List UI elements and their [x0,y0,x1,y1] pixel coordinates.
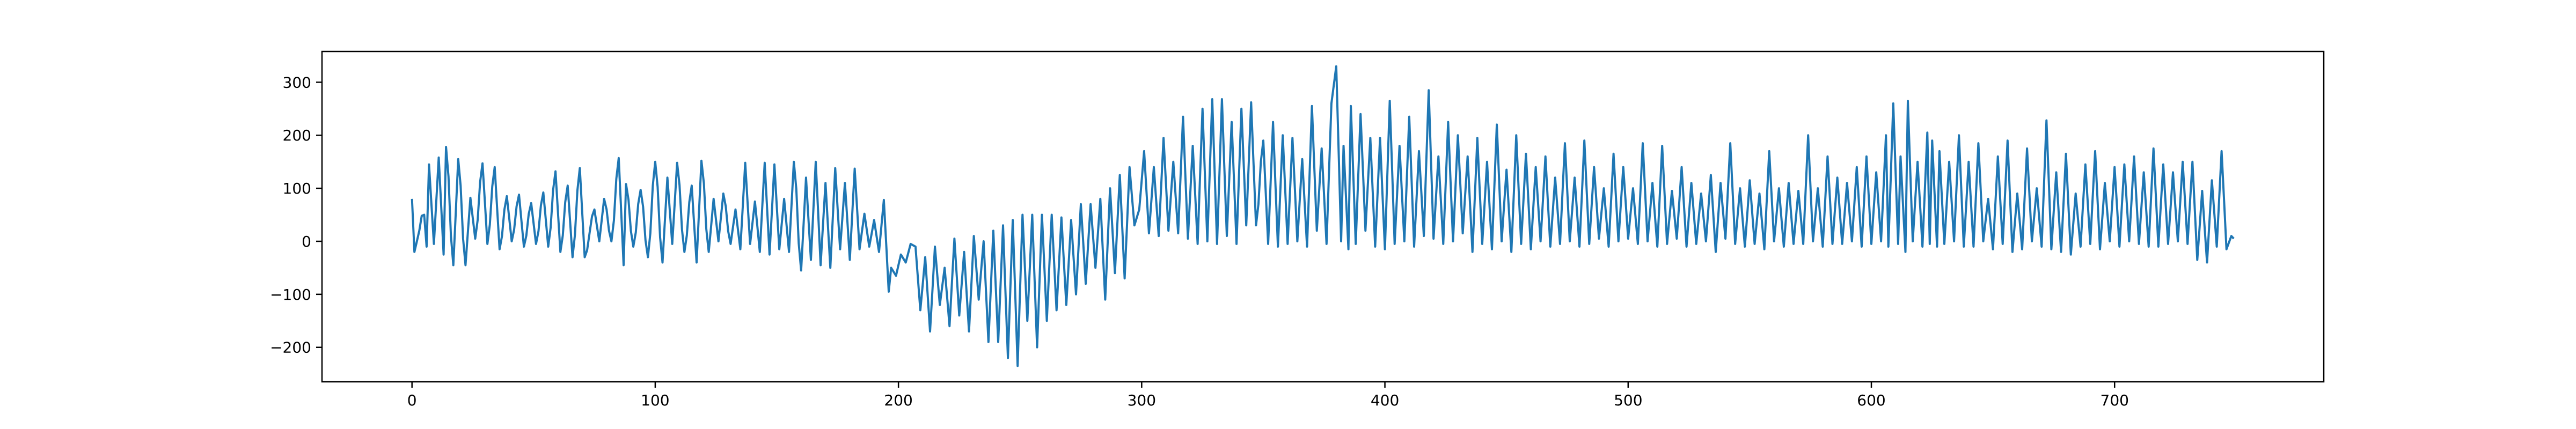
x-tick-label: 400 [1371,391,1399,409]
y-tick-label: −200 [270,339,311,357]
x-tick-label: 300 [1128,391,1156,409]
x-tick-label: 700 [2101,391,2129,409]
axes: 0 100 200 300 400 500 600 700 −200 −100 0 100 200 300 [270,50,2325,409]
x-tick-label: 100 [641,391,669,409]
y-tick-label: 0 [302,233,311,250]
y-tick-label: −100 [270,286,311,304]
x-tick-label: 500 [1614,391,1642,409]
x-tick-label: 0 [407,391,417,409]
x-tick-label: 200 [884,391,912,409]
x-tick-label: 600 [1857,391,1885,409]
y-tick-label: 300 [283,73,311,91]
plot-area [411,65,2235,367]
axes-frame [321,50,2325,383]
y-tick-label: 100 [283,180,311,197]
y-tick-label: 200 [283,127,311,144]
series-line [411,65,2235,367]
